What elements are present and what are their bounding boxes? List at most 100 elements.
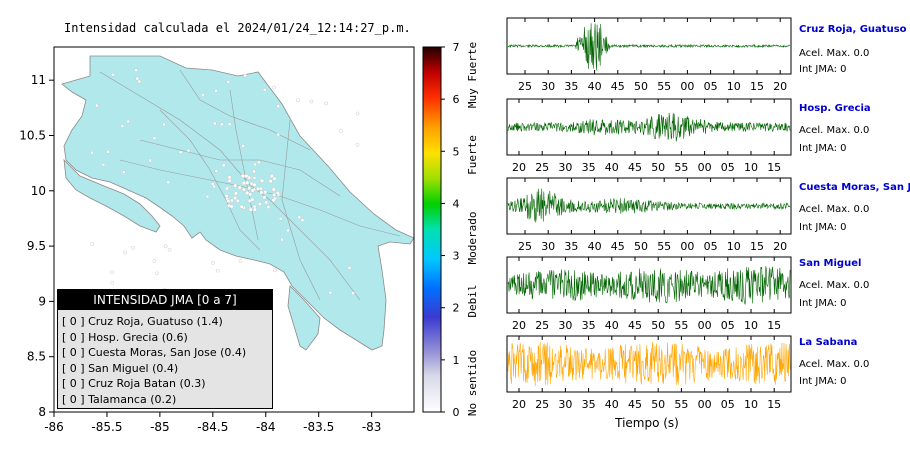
waveform-tick-label: 35 xyxy=(582,398,596,411)
map-dot xyxy=(224,194,229,199)
station-acel: Acel. Max. 0.0 xyxy=(799,359,870,370)
map-dot xyxy=(110,281,115,285)
map-dot xyxy=(137,79,142,84)
colorbar-tick-label: 6 xyxy=(453,93,460,106)
waveform-tick-label: 05 xyxy=(721,398,735,411)
station-markers xyxy=(90,68,360,300)
map-dot xyxy=(250,197,255,202)
map-dot xyxy=(241,181,246,186)
waveform-trace xyxy=(507,266,791,305)
waveform-tick-label: 40 xyxy=(588,80,602,93)
map-dot xyxy=(222,163,226,168)
map-dot xyxy=(90,242,95,246)
map-dot xyxy=(234,191,239,196)
map-xtick-label: -84 xyxy=(256,420,276,434)
waveform-tick-label: 05 xyxy=(721,161,735,174)
map-dot xyxy=(210,182,215,186)
intensity-legend: INTENSIDAD JMA [0 a 7] [ 0 ] Cruz Roja, … xyxy=(57,289,273,409)
waveform-tick-label: 00 xyxy=(680,80,694,93)
map-ytick-label: 11 xyxy=(31,73,46,87)
waveform-tick-label: 55 xyxy=(657,240,671,253)
station-int: Int JMA: 0 xyxy=(799,143,847,154)
waveform-tick-label: 10 xyxy=(727,80,741,93)
map-dot xyxy=(166,180,171,185)
map-dot xyxy=(339,129,343,133)
map-dot xyxy=(250,188,255,193)
map-dot xyxy=(90,150,94,155)
station-acel: Acel. Max. 0.0 xyxy=(799,280,870,291)
waveform-tick-label: 05 xyxy=(704,80,718,93)
colorbar-tick-label: 7 xyxy=(453,41,460,54)
station-name: La Sabana xyxy=(799,337,858,348)
map-dot xyxy=(266,205,271,210)
map-title: Intensidad calculada el 2024/01/24_12:14… xyxy=(64,21,411,35)
map-dot xyxy=(131,245,135,250)
legend-item: [ 0 ] Cruz Roja Batan (0.3) xyxy=(62,377,206,391)
colorbar-label: Debil xyxy=(466,284,479,317)
map-dot xyxy=(211,261,215,265)
map-dot xyxy=(155,271,159,276)
map-dot xyxy=(233,183,238,188)
colorbar-ticks: 0 1 2 3 4 5 6 7 No sentido Debil Moderado Fuerte Muy… xyxy=(441,41,479,419)
waveform-tick-label: 00 xyxy=(698,161,712,174)
waveform-tick-label: 35 xyxy=(564,80,578,93)
map-ytick-label: 8 xyxy=(38,405,46,419)
map-xtick-label: -83.5 xyxy=(303,420,334,434)
map-dot xyxy=(122,170,126,174)
station-acel: Acel. Max. 0.0 xyxy=(799,125,870,136)
map-dot xyxy=(262,195,267,200)
nicoya-peninsula xyxy=(63,158,161,233)
map-ytick-label: 10.5 xyxy=(19,128,46,142)
map-dot xyxy=(248,207,253,212)
map-xtick-label: -84.5 xyxy=(197,420,228,434)
map-dot xyxy=(134,68,138,73)
map-dot xyxy=(212,121,217,126)
map-ytick-label: 9.5 xyxy=(27,239,46,253)
map-dot xyxy=(205,194,210,199)
map-dot xyxy=(253,162,257,167)
waveform-panel: 20 25 30 35 40 45 50 55 00 05 10 15 xyxy=(506,98,792,174)
colorbar-label: No sentido xyxy=(466,350,479,416)
map-dot xyxy=(110,270,114,274)
waveform-tick-label: 50 xyxy=(634,80,648,93)
waveform-tick-label: 30 xyxy=(558,398,572,411)
map-dot xyxy=(106,150,110,154)
map-dot xyxy=(276,104,280,109)
map-dot xyxy=(262,88,267,92)
waveform-tick-label: 20 xyxy=(773,240,787,253)
map-ytick-label: 9 xyxy=(38,294,46,308)
colorbar-tick-label: 2 xyxy=(453,302,460,315)
map-dot xyxy=(248,192,253,197)
waveform-frame xyxy=(506,256,792,314)
station-name: San Miguel xyxy=(799,258,862,269)
waveform-tick-label: 10 xyxy=(727,240,741,253)
station-acel: Acel. Max. 0.0 xyxy=(799,204,870,215)
map-dot xyxy=(280,237,284,242)
map-dot xyxy=(259,190,264,195)
map-dot xyxy=(229,198,234,203)
waveform-tick-label: 25 xyxy=(535,398,549,411)
waveform-tick-label: 25 xyxy=(518,240,532,253)
colorbar-gradient xyxy=(422,46,442,413)
waveform-tick-label: 30 xyxy=(541,240,555,253)
legend-title: INTENSIDAD JMA [0 a 7] xyxy=(58,290,272,310)
waveform-tick-label: 40 xyxy=(588,240,602,253)
waveform-tick-label: 55 xyxy=(674,398,688,411)
map-dot xyxy=(214,169,219,173)
station-name: Hosp. Grecia xyxy=(799,103,871,114)
map-dot xyxy=(355,142,360,147)
waveform-tick-label: 30 xyxy=(541,80,555,93)
waveform-tick-label: 15 xyxy=(767,398,781,411)
waveform-tick-label: 45 xyxy=(628,398,642,411)
colorbar-tick-label: 1 xyxy=(453,354,460,367)
waveform-tick-label: 15 xyxy=(750,80,764,93)
map-dot xyxy=(244,174,249,179)
waveform-tick-label: 25 xyxy=(535,319,549,332)
waveform-tick-label: 45 xyxy=(611,80,625,93)
osa-peninsula xyxy=(287,285,321,351)
map-dot xyxy=(201,93,205,97)
map-dot xyxy=(186,148,191,153)
map-dot xyxy=(241,144,245,148)
map-dot xyxy=(263,190,268,195)
